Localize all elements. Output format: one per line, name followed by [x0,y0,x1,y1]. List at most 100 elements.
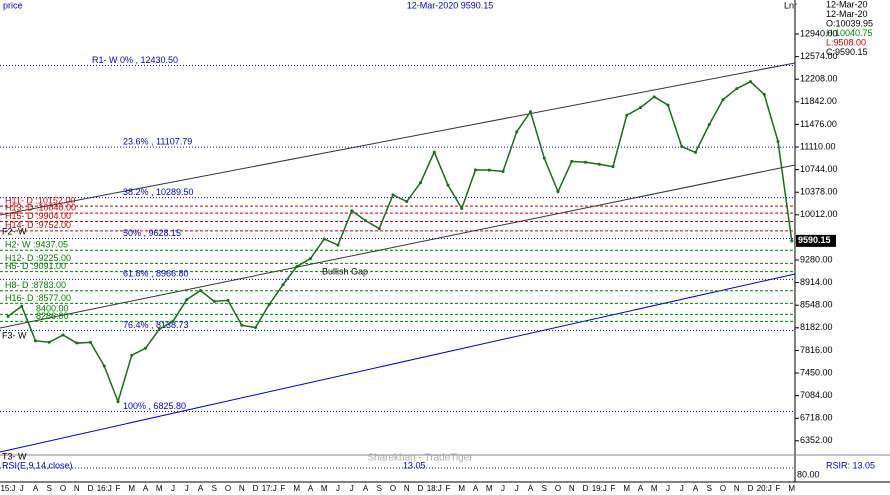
price-point [20,304,24,308]
price-point [529,110,532,114]
x-tick-label: M [486,484,493,493]
level-label: 8400.00 [36,304,69,314]
y-tick-label: 7450.00 [800,367,833,377]
x-tick-label: A [33,484,39,493]
x-tick-label: A [308,484,314,493]
x-tick-label: M [293,484,300,493]
y-tick-label: 12574.00 [800,51,838,61]
price-point [391,193,395,197]
y-tick-label: 10012.00 [800,209,838,219]
x-tick-label: F [776,484,781,493]
level-label: H12- D :9225.00 [5,253,71,263]
x-tick-label: J [171,484,175,493]
info-text: 12-Mar-20 [826,0,868,9]
x-tick-label: F [116,484,121,493]
x-tick-label: D [88,484,94,493]
y-tick-label: 7816.00 [800,345,833,355]
x-tick-label: O [60,484,66,493]
level-label: R1- W 0% , 12430.50 [92,55,178,65]
y-tick-label: 12940.00 [800,28,838,38]
side-label: F2- W [2,226,27,236]
x-tick-label: A [693,484,699,493]
y-tick-label: 8548.00 [800,300,833,310]
price-point [309,257,312,261]
price-point [144,346,147,350]
x-tick-label: J [20,484,24,493]
price-point [680,145,684,149]
x-tick-label: N [74,484,80,493]
x-tick-label: M [623,484,630,493]
x-tick-label: J [185,484,189,493]
x-tick-label: D [748,484,754,493]
price-point [776,139,780,143]
price-point [460,207,464,211]
x-tick-label: A [198,484,204,493]
x-tick-label: J [680,484,684,493]
price-point [89,340,92,344]
level-label: 61.8% , 8966.80 [123,269,189,279]
x-tick-label: F [446,484,451,493]
level-label: H15- D :9904.00 [5,211,71,221]
y-tick-label: 11476.00 [800,119,837,129]
x-tick-label: A [638,484,644,493]
x-tick-label: S [47,484,52,493]
level-label: H16- D :8577.00 [5,293,71,303]
x-tick-label: S [542,484,547,493]
y-tick-label: 6352.00 [800,435,833,445]
x-tick-label: M [128,484,135,493]
level-label: H13- D :10040.00 [5,202,76,212]
price-point [721,98,725,102]
x-tick-label: N [404,484,410,493]
price-point [171,319,175,323]
info-text: O:10039.95 [826,18,873,28]
price-point [405,200,409,204]
x-tick-label: M [788,484,795,493]
price-point [446,183,450,187]
price-point [240,323,244,327]
price-line [7,80,793,404]
price-point [61,333,65,337]
y-tick-label: 7084.00 [800,390,833,400]
watermark: Sharekhan - TradeTiger [367,453,473,464]
price-point [226,298,230,302]
price-point [254,326,257,330]
level-label: 50% , 9628.15 [123,228,181,238]
x-tick-label: D [253,484,259,493]
level-label: 100% , 6825.80 [123,401,186,411]
x-tick-label: 18:J [427,484,442,493]
x-tick-label: N [569,484,575,493]
info-text: L:9508.00 [826,37,866,47]
x-tick-label: D [583,484,589,493]
price-tag-box [796,234,836,247]
x-tick-label: J [666,484,670,493]
y-tick-label: 11110.00 [800,141,836,151]
info-text: H:10040.75 [826,28,873,38]
header-title: 12-Mar-2020 9590.15 [407,0,494,10]
x-tick-label: O [390,484,396,493]
price-point [75,341,79,345]
level-label: H5- D :9091.00 [5,261,66,271]
level-label: 76.4% , 8138.73 [123,320,189,330]
price-point [350,209,354,213]
price-point [130,353,134,357]
price-point [377,227,381,231]
x-tick-label: S [377,484,382,493]
price-point [735,87,739,91]
x-tick-label: 16:J [97,484,112,493]
price-point [419,181,422,185]
price-point [432,150,436,154]
price-point [556,190,560,194]
level-label: 8286.00 [36,311,69,321]
y-tick-label: 12208.00 [800,74,838,84]
price-point [584,160,587,164]
x-tick-label: N [239,484,245,493]
rsi-value: 13.05 [403,460,426,470]
x-tick-label: M [651,484,658,493]
info-text: 12-Mar-20 [826,9,868,19]
x-tick-label: J [515,484,519,493]
price-point [157,327,161,331]
price-point [474,168,477,172]
price-point [281,283,285,287]
panel-label: price [3,0,23,10]
